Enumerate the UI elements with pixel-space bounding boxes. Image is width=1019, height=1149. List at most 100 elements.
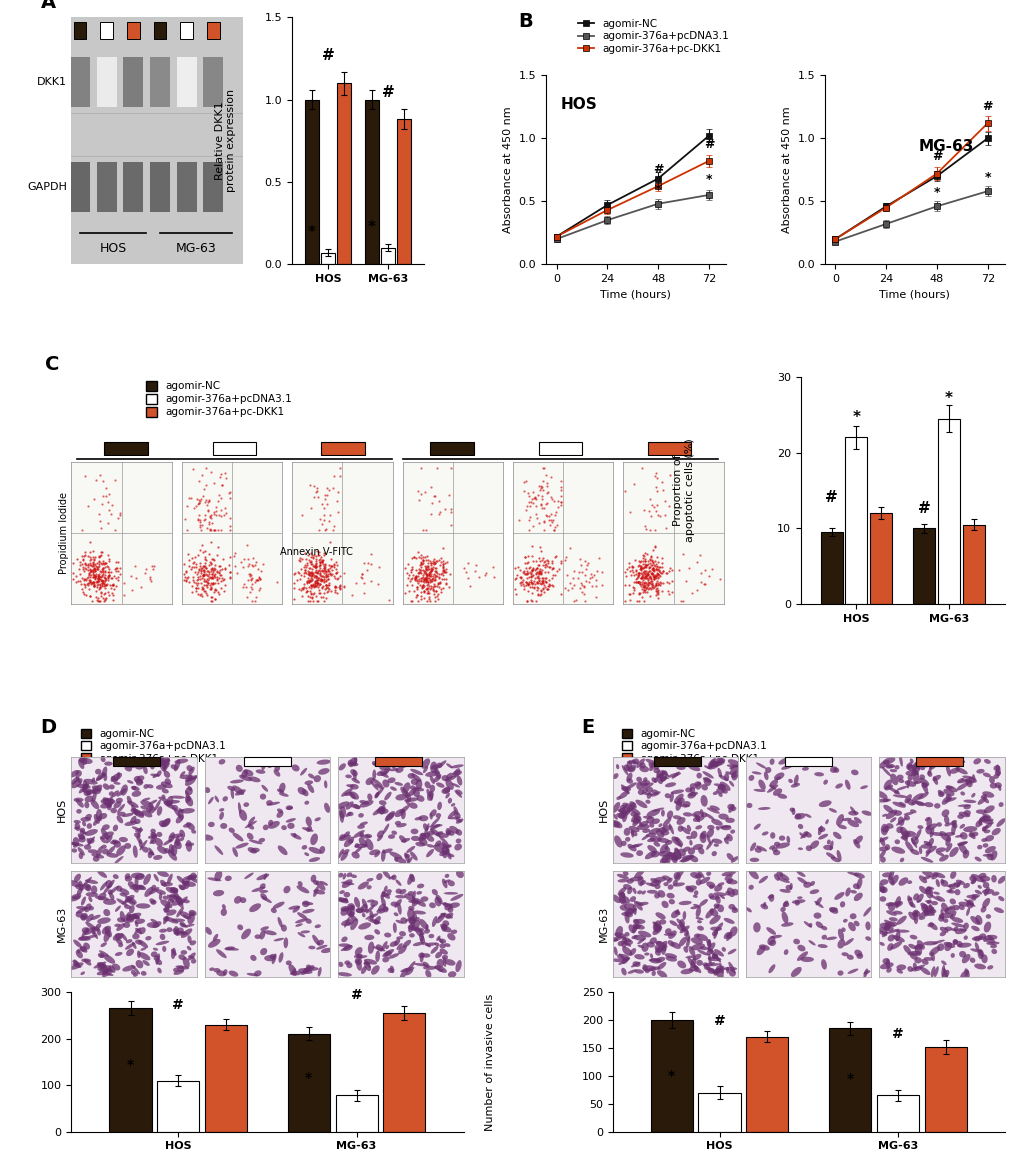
Ellipse shape xyxy=(924,817,929,822)
Ellipse shape xyxy=(943,832,955,836)
Ellipse shape xyxy=(119,893,127,896)
Ellipse shape xyxy=(775,777,781,780)
Ellipse shape xyxy=(446,933,455,941)
Ellipse shape xyxy=(618,887,626,895)
Ellipse shape xyxy=(970,880,975,885)
Ellipse shape xyxy=(707,967,714,974)
Y-axis label: Absorbance at 450 nm: Absorbance at 450 nm xyxy=(782,107,791,233)
Ellipse shape xyxy=(935,823,942,827)
Ellipse shape xyxy=(954,834,963,838)
Ellipse shape xyxy=(166,909,176,916)
Ellipse shape xyxy=(429,902,435,908)
Ellipse shape xyxy=(338,834,351,841)
Ellipse shape xyxy=(400,917,407,924)
Ellipse shape xyxy=(395,936,403,940)
Ellipse shape xyxy=(948,888,952,893)
Ellipse shape xyxy=(448,826,459,834)
Ellipse shape xyxy=(853,817,861,824)
Bar xyxy=(746,1036,788,1132)
Ellipse shape xyxy=(907,774,912,781)
Ellipse shape xyxy=(316,759,330,765)
Ellipse shape xyxy=(384,792,391,801)
Ellipse shape xyxy=(727,887,735,897)
Ellipse shape xyxy=(863,970,869,974)
Ellipse shape xyxy=(937,916,944,919)
Bar xyxy=(430,442,473,455)
Ellipse shape xyxy=(186,765,193,771)
Ellipse shape xyxy=(141,971,147,976)
Ellipse shape xyxy=(155,958,162,965)
Ellipse shape xyxy=(694,873,701,878)
Ellipse shape xyxy=(668,899,675,904)
Ellipse shape xyxy=(93,926,100,932)
Ellipse shape xyxy=(180,923,187,927)
Ellipse shape xyxy=(167,894,174,902)
Ellipse shape xyxy=(948,885,955,889)
Ellipse shape xyxy=(421,954,430,958)
Ellipse shape xyxy=(905,770,917,776)
Ellipse shape xyxy=(719,781,730,791)
Ellipse shape xyxy=(963,969,969,978)
Ellipse shape xyxy=(318,768,329,774)
Ellipse shape xyxy=(884,810,897,819)
Ellipse shape xyxy=(616,809,626,815)
Ellipse shape xyxy=(655,912,665,919)
Ellipse shape xyxy=(170,887,178,893)
Ellipse shape xyxy=(135,940,143,944)
Text: *: * xyxy=(126,1058,133,1072)
Ellipse shape xyxy=(313,776,321,782)
Ellipse shape xyxy=(878,927,887,934)
Ellipse shape xyxy=(313,886,318,897)
Ellipse shape xyxy=(990,828,1000,835)
Ellipse shape xyxy=(412,927,424,932)
Ellipse shape xyxy=(639,765,648,772)
Legend: agomir-NC, agomir-376a+pcDNA3.1, agomir-376a+pc-DKK1: agomir-NC, agomir-376a+pcDNA3.1, agomir-… xyxy=(76,725,230,768)
Ellipse shape xyxy=(133,833,141,838)
Ellipse shape xyxy=(249,840,262,845)
Ellipse shape xyxy=(656,970,666,978)
Ellipse shape xyxy=(96,773,107,781)
Ellipse shape xyxy=(974,942,978,951)
Ellipse shape xyxy=(726,932,732,941)
Ellipse shape xyxy=(372,778,382,787)
Ellipse shape xyxy=(986,965,993,970)
Ellipse shape xyxy=(909,849,918,855)
Ellipse shape xyxy=(774,842,789,849)
Ellipse shape xyxy=(375,950,380,962)
Ellipse shape xyxy=(425,970,431,978)
Ellipse shape xyxy=(706,828,713,838)
X-axis label: Time (hours): Time (hours) xyxy=(600,290,671,300)
Ellipse shape xyxy=(381,941,387,950)
Ellipse shape xyxy=(720,871,735,877)
Ellipse shape xyxy=(268,819,273,826)
Ellipse shape xyxy=(894,896,900,909)
Ellipse shape xyxy=(109,785,115,789)
Ellipse shape xyxy=(82,913,88,918)
Ellipse shape xyxy=(104,927,112,938)
Ellipse shape xyxy=(674,836,679,841)
Ellipse shape xyxy=(414,926,423,938)
Ellipse shape xyxy=(913,801,923,805)
Ellipse shape xyxy=(389,965,394,973)
Ellipse shape xyxy=(678,901,691,905)
Ellipse shape xyxy=(944,942,951,951)
Ellipse shape xyxy=(283,938,288,948)
Ellipse shape xyxy=(934,847,946,853)
Ellipse shape xyxy=(394,782,403,786)
Ellipse shape xyxy=(951,820,957,828)
Ellipse shape xyxy=(660,946,666,951)
Bar xyxy=(123,57,144,107)
Ellipse shape xyxy=(963,800,975,803)
Ellipse shape xyxy=(314,817,321,822)
Ellipse shape xyxy=(341,879,353,888)
Ellipse shape xyxy=(883,785,893,791)
Ellipse shape xyxy=(85,795,94,802)
Ellipse shape xyxy=(711,839,721,843)
Ellipse shape xyxy=(271,954,276,964)
Ellipse shape xyxy=(242,769,248,778)
Ellipse shape xyxy=(898,755,902,766)
Ellipse shape xyxy=(122,763,129,768)
Ellipse shape xyxy=(447,880,454,886)
Ellipse shape xyxy=(380,890,384,900)
Ellipse shape xyxy=(256,873,269,880)
